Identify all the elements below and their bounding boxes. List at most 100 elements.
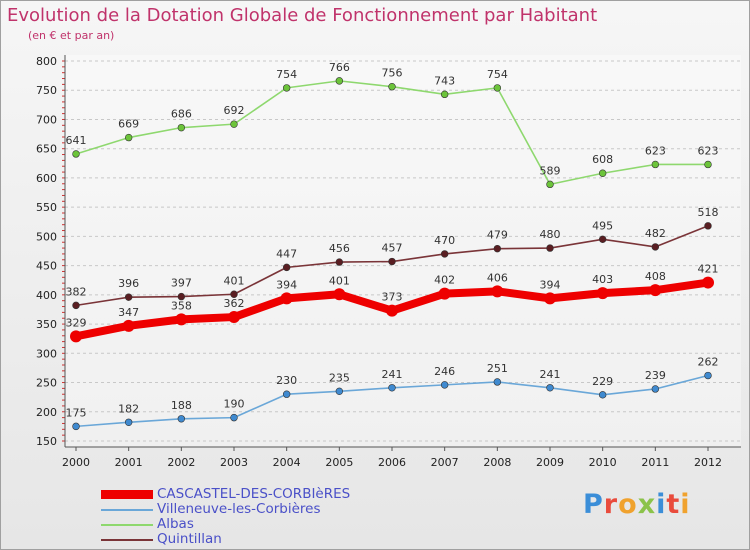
data-label: 403 [592, 273, 613, 286]
data-point [122, 319, 135, 332]
data-point [388, 257, 396, 266]
data-point [280, 292, 293, 305]
data-point [282, 390, 291, 398]
data-point [702, 276, 714, 289]
legend-swatch [101, 524, 153, 526]
data-point [177, 292, 186, 301]
data-point [70, 330, 82, 343]
data-label: 358 [171, 299, 192, 312]
y-tick-label: 600 [36, 172, 57, 185]
chart-subtitle: (en € et par an) [28, 29, 115, 42]
data-label: 188 [171, 399, 192, 412]
data-point [493, 378, 502, 386]
x-tick-label: 2004 [273, 456, 301, 469]
data-point [230, 290, 238, 298]
data-point [72, 150, 80, 158]
data-point [228, 311, 240, 324]
data-point [491, 285, 504, 298]
data-label: 608 [592, 153, 613, 166]
legend-label: Villeneuve-les-Corbières [157, 501, 321, 517]
data-label: 589 [540, 164, 561, 177]
series-1: 382 396 397 401 447 456 457 470 479 480 495 482 518 [66, 206, 719, 310]
data-label: 743 [434, 74, 455, 87]
legend-label: CASCASTEL-DES-CORBIèRES [157, 486, 351, 502]
data-label: 754 [276, 68, 297, 81]
x-tick-label: 2009 [536, 456, 564, 469]
data-label: 766 [329, 61, 350, 74]
data-label: 479 [487, 229, 508, 242]
data-point [651, 385, 660, 393]
data-point [333, 288, 346, 301]
data-point [177, 415, 186, 423]
data-label: 394 [540, 278, 561, 291]
data-label: 456 [329, 242, 350, 255]
data-point [72, 422, 80, 431]
data-point [493, 84, 502, 92]
data-label: 382 [66, 285, 87, 298]
data-label: 362 [224, 297, 245, 310]
x-tick-label: 2008 [483, 456, 511, 469]
data-label: 394 [276, 278, 297, 291]
data-point [177, 123, 186, 132]
series-2: 329 347 358 362 394 401 373 402 406 394 403 408 421 [66, 263, 719, 343]
data-label: 623 [698, 144, 719, 157]
data-label: 406 [487, 271, 508, 284]
legend-label: Albas [157, 516, 194, 532]
data-label: 686 [171, 108, 192, 121]
data-point [282, 84, 291, 92]
data-point [546, 384, 554, 392]
data-point [230, 120, 238, 128]
x-tick-label: 2011 [641, 456, 669, 469]
data-label: 754 [487, 68, 508, 81]
data-point [704, 371, 712, 380]
data-label: 447 [276, 247, 297, 260]
proxiti-logo: Proxiti [583, 489, 691, 520]
y-tick-label: 150 [36, 435, 57, 448]
data-point [651, 243, 660, 251]
data-point [335, 258, 344, 266]
data-label: 623 [645, 144, 666, 157]
data-label: 480 [540, 228, 561, 241]
data-label: 401 [329, 274, 350, 287]
data-point [493, 244, 502, 253]
data-label: 692 [224, 104, 245, 117]
data-label: 402 [434, 274, 455, 287]
x-tick-label: 2001 [115, 456, 143, 469]
data-label: 518 [698, 206, 719, 219]
data-point [438, 287, 451, 300]
data-point [72, 301, 80, 310]
data-label: 373 [382, 291, 403, 304]
x-tick-label: 2005 [325, 456, 353, 469]
data-label: 329 [66, 316, 87, 329]
data-point [546, 180, 554, 189]
data-point [440, 381, 449, 389]
y-tick-label: 300 [36, 347, 57, 360]
x-tick-label: 2007 [431, 456, 459, 469]
data-label: 246 [434, 365, 455, 378]
data-label: 229 [592, 375, 613, 388]
y-tick-label: 550 [36, 201, 57, 214]
data-point [598, 235, 607, 244]
data-label: 408 [645, 270, 666, 283]
data-point [175, 313, 188, 326]
data-point [282, 263, 291, 272]
data-label: 397 [171, 277, 192, 290]
data-point [651, 160, 660, 169]
plot-area [65, 55, 741, 447]
data-label: 262 [698, 356, 719, 369]
series-3: 175 182 188 190 230 235 241 246 251 241 229 239 262 [66, 356, 719, 431]
x-tick-label: 2002 [167, 456, 195, 469]
data-point [704, 222, 712, 230]
data-label: 641 [66, 134, 87, 147]
data-point [388, 83, 396, 91]
data-point [596, 287, 609, 300]
x-tick-label: 2003 [220, 456, 248, 469]
data-point [598, 169, 607, 177]
data-point [124, 418, 133, 426]
data-label: 347 [118, 306, 139, 319]
x-tick-label: 2012 [694, 456, 722, 469]
data-label: 495 [592, 219, 613, 232]
data-label: 470 [434, 234, 455, 247]
data-point [546, 244, 554, 252]
